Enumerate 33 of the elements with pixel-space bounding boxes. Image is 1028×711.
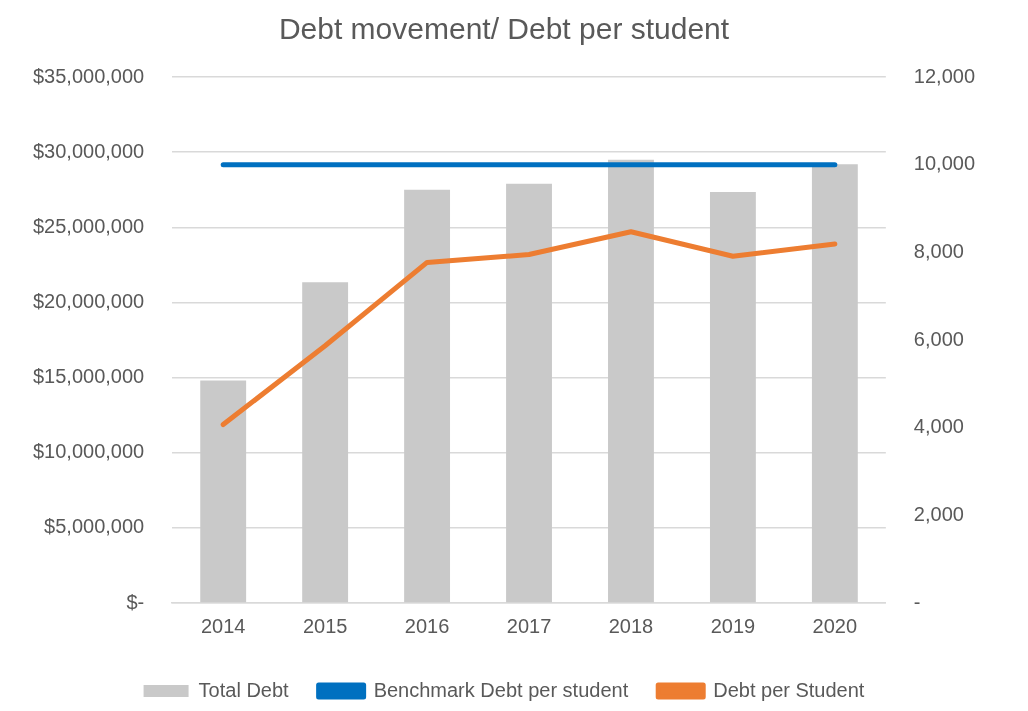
x-tick-label: 2016 (404, 614, 450, 637)
legend-label: Debt per Student (713, 678, 865, 701)
x-tick-label: 2018 (608, 614, 654, 637)
y-tick-label: $35,000,000 (32, 64, 145, 87)
y-tick-label: $- (126, 590, 145, 613)
y2-tick-label: 12,000 (913, 64, 975, 87)
bar (302, 282, 349, 603)
bar (404, 189, 451, 603)
x-tick-label: 2014 (200, 614, 246, 637)
bar (200, 380, 247, 603)
y-tick-label: $15,000,000 (32, 365, 145, 388)
y-tick-label: $10,000,000 (32, 440, 145, 463)
y2-tick-label: 10,000 (913, 152, 975, 175)
y2-tick-label: 2,000 (913, 502, 964, 525)
y2-tick-label: 8,000 (913, 239, 964, 262)
y-tick-label: $30,000,000 (32, 139, 145, 162)
y2-tick-label: 6,000 (913, 327, 964, 350)
x-tick-label: 2020 (812, 614, 858, 637)
legend-label: Benchmark Debt per student (373, 678, 629, 701)
x-tick-label: 2019 (710, 614, 756, 637)
y-tick-label: $25,000,000 (32, 214, 145, 237)
y2-tick-label: - (913, 590, 921, 613)
y2-tick-label: 4,000 (913, 415, 964, 438)
bar (811, 164, 858, 603)
bar (506, 183, 552, 603)
bar (709, 191, 756, 603)
y-tick-label: $5,000,000 (44, 515, 145, 538)
legend-label: Total Debt (198, 678, 290, 701)
chart-title: Debt movement/ Debt per student (278, 12, 730, 46)
y-tick-label: $20,000,000 (32, 289, 145, 312)
x-tick-label: 2017 (506, 614, 552, 637)
x-tick-label: 2015 (302, 614, 348, 637)
bar (608, 159, 654, 603)
